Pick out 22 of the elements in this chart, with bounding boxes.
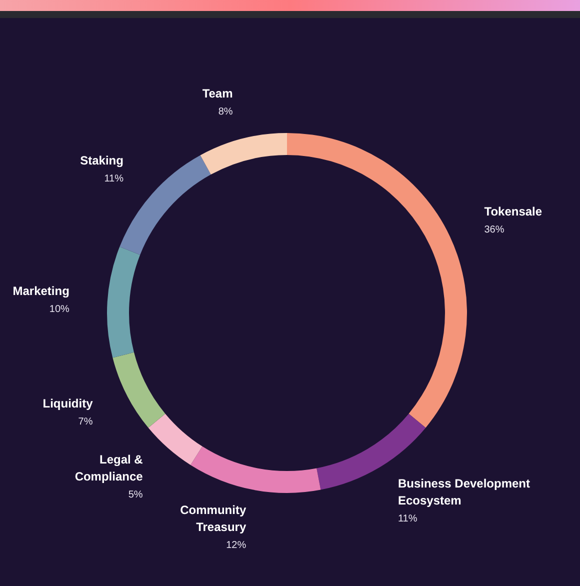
data-label: 7%: [78, 416, 93, 428]
donut-slice: [112, 352, 166, 428]
slice-label: Business Development Ecosystem: [398, 476, 530, 508]
data-label: 36%: [484, 224, 504, 236]
data-label: 10%: [49, 304, 70, 315]
donut-slice: [287, 133, 467, 428]
donut-slice: [107, 246, 140, 358]
data-label: 5%: [128, 490, 143, 501]
data-label: 8%: [218, 106, 233, 118]
data-label: 11%: [398, 514, 418, 525]
slice-label: Staking: [80, 153, 124, 168]
slice-label: Tokensale: [484, 204, 542, 219]
donut-slice: [148, 414, 202, 465]
data-label: 11%: [104, 173, 124, 184]
slice-label: Legal & Compliance: [74, 452, 144, 484]
slice-label: Team: [202, 86, 233, 100]
slice-label: Liquidity: [42, 396, 94, 410]
donut-slice: [200, 133, 287, 175]
slice-label: Marketing: [12, 284, 70, 298]
slice-label: Community Treasury: [180, 503, 246, 534]
donut-slice: [190, 446, 321, 493]
data-label: 12%: [226, 540, 246, 552]
